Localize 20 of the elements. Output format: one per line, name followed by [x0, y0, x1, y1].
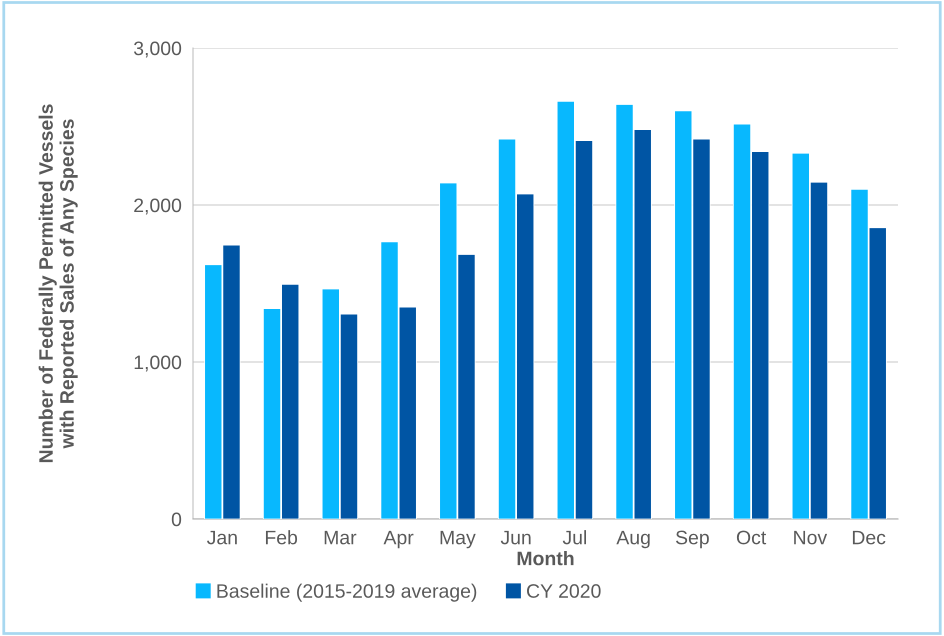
x-tick-label: Oct [736, 530, 766, 544]
x-tick-label: Sep [676, 530, 709, 548]
legend-label: Baseline (2015-2019 average) [217, 584, 476, 602]
x-tick-label: Mar [324, 530, 356, 544]
y-tick-label: 2,000 [134, 198, 182, 215]
x-tick-label: Aug [616, 530, 650, 548]
x-tick-label: Apr [384, 530, 414, 548]
x-tick-label: Jun [500, 530, 531, 544]
legend-label: CY 2020 [527, 584, 601, 598]
x-tick-label: May [440, 530, 476, 548]
y-tick-label: 0 [172, 512, 182, 526]
x-tick-label: Dec [852, 530, 886, 544]
x-tick-label: Jul [562, 530, 586, 544]
x-tick-label: Nov [794, 530, 828, 544]
y-tick-label: 3,000 [134, 41, 182, 58]
x-tick-label: Feb [266, 530, 298, 544]
y-axis-title: Number of Federally Permitted Vessels with Reported Sales of Any Species [38, 104, 78, 462]
y-tick-label: 1,000 [134, 355, 182, 372]
x-axis-title: Month [518, 551, 574, 566]
x-tick-label: Jan [207, 530, 237, 544]
